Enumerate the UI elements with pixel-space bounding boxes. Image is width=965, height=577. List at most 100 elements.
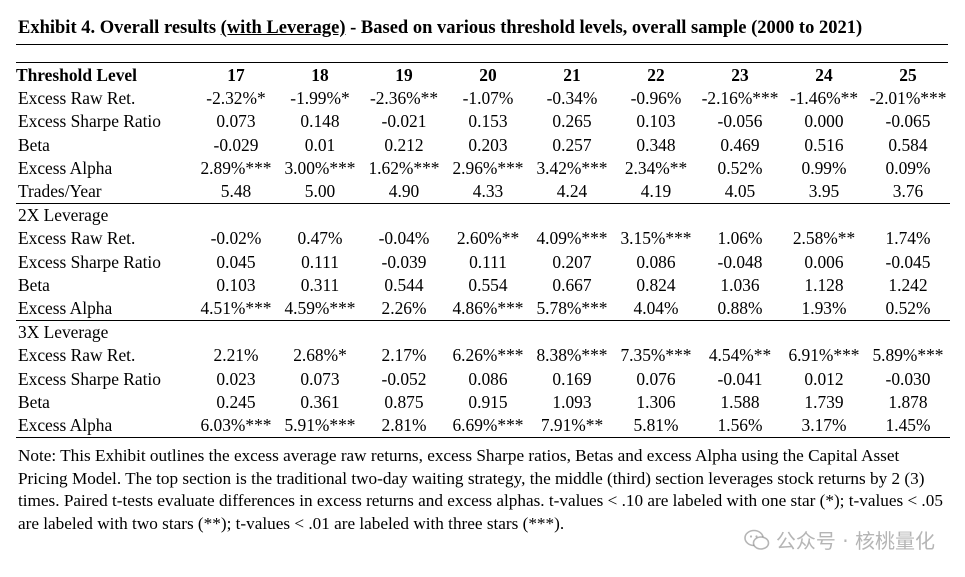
- table-cell: 2.26%: [381, 298, 427, 319]
- table-cell: 4.05: [724, 181, 756, 202]
- threshold-22: 22: [647, 65, 665, 85]
- table-row: Excess Alpha 4.51%*** 4.59%*** 2.26% 4.86%**…: [16, 297, 950, 321]
- table-cell: 2.68%*: [293, 345, 347, 366]
- table-cell: 0.88%: [717, 298, 763, 319]
- table-cell: 6.69%***: [446, 414, 530, 439]
- table-cell: 1.45%: [866, 414, 950, 439]
- threshold-19: 19: [395, 65, 413, 85]
- table-cell: 5.00: [304, 181, 336, 202]
- title-part-2: (with Leverage): [220, 18, 346, 38]
- threshold-18: 18: [311, 65, 329, 85]
- table-cell: 0.47%: [297, 228, 343, 249]
- threshold-25: 25: [899, 65, 917, 85]
- section-title: 2X Leverage: [16, 203, 950, 228]
- table-cell: -0.34%: [546, 88, 598, 109]
- table-cell: 1.06%: [717, 228, 763, 249]
- table-body: Excess Raw Ret. -2.32%* -1.99%* -2.36%** -1.…: [16, 87, 950, 439]
- exhibit-title: Exhibit 4. Overall results (with Leverag…: [18, 18, 862, 39]
- table-cell: 1.242: [888, 274, 928, 295]
- table-cell: 4.24: [556, 181, 588, 202]
- table-cell: 4.86%***: [452, 298, 524, 319]
- table-cell: 1.74%: [885, 228, 931, 249]
- table-row: Excess Raw Ret. -0.02% 0.47% -0.04% 2.60%** 4…: [16, 227, 950, 250]
- table-cell: 0.207: [552, 251, 592, 272]
- table-cell: 3.76: [892, 181, 924, 202]
- threshold-level-header: Threshold Level: [16, 65, 137, 85]
- table-cell: 0.006: [804, 251, 844, 272]
- table-cell: 3.95: [808, 181, 840, 202]
- table-cell: 0.073: [300, 368, 340, 389]
- table-cell: 0.257: [552, 134, 592, 155]
- results-table: Threshold Level 17 18 19 20 21 22 23 24 …: [16, 64, 950, 439]
- table-cell: 0.99%: [801, 157, 847, 178]
- row-label: Excess Alpha: [16, 414, 194, 439]
- row-label: Excess Raw Ret.: [18, 345, 136, 366]
- table-cell: 0.09%: [885, 157, 931, 178]
- row-label: Excess Raw Ret.: [18, 88, 136, 109]
- table-cell: 1.588: [720, 391, 760, 412]
- row-label: Excess Raw Ret.: [18, 228, 136, 249]
- table-cell: 0.469: [720, 134, 760, 155]
- table-cell: 4.19: [640, 181, 672, 202]
- table-cell: 0.023: [216, 368, 256, 389]
- table-cell: 5.81%: [614, 414, 698, 439]
- watermark-text: 公众号 · 核桃量化: [775, 529, 935, 553]
- table-cell: -0.048: [717, 251, 763, 272]
- table-cell: 1.56%: [698, 414, 782, 439]
- table-cell: 2.89%***: [200, 157, 272, 178]
- table-cell: 0.111: [301, 251, 339, 272]
- table-cell: 4.90: [388, 181, 420, 202]
- threshold-20: 20: [479, 65, 497, 85]
- table-cell: 5.91%***: [278, 414, 362, 439]
- table-cell: 0.111: [469, 251, 507, 272]
- table-cell: 2.96%***: [452, 157, 524, 178]
- table-cell: 0.012: [804, 368, 844, 389]
- table-cell: -2.36%**: [369, 88, 439, 109]
- table-cell: 2.60%**: [456, 228, 520, 249]
- table-cell: 1.62%***: [368, 157, 440, 178]
- wechat-icon: [744, 529, 770, 550]
- row-label: Beta: [18, 134, 50, 155]
- table-cell: 0.52%: [885, 298, 931, 319]
- table-cell: 5.48: [220, 181, 252, 202]
- table-cell: 0.073: [216, 111, 256, 132]
- table-cell: 0.516: [804, 134, 844, 155]
- table-cell: 1.93%: [801, 298, 847, 319]
- table-cell: 1.739: [804, 391, 844, 412]
- table-cell: 0.086: [468, 368, 508, 389]
- table-cell: 0.000: [804, 111, 844, 132]
- table-cell: 0.203: [468, 134, 508, 155]
- table-cell: 2.21%: [213, 345, 259, 366]
- table-cell: -0.056: [717, 111, 763, 132]
- table-top-rule: [16, 62, 948, 63]
- section-title-row: 3X Leverage: [16, 320, 950, 345]
- table-cell: -1.07%: [462, 88, 514, 109]
- table-cell: 0.554: [468, 274, 508, 295]
- table-cell: 3.00%***: [284, 157, 356, 178]
- table-cell: 1.093: [552, 391, 592, 412]
- table-cell: -2.32%*: [206, 88, 266, 109]
- table-row: Excess Alpha 2.89%*** 3.00%*** 1.62%*** 2.96…: [16, 157, 950, 180]
- threshold-23: 23: [731, 65, 749, 85]
- table-row: Excess Alpha 6.03%*** 5.91%*** 2.81% 6.69%**…: [16, 414, 950, 439]
- table-cell: 0.348: [636, 134, 676, 155]
- table-cell: 3.17%: [782, 414, 866, 439]
- table-cell: 0.667: [552, 274, 592, 295]
- table-cell: -0.029: [213, 134, 259, 155]
- table-cell: 4.54%**: [708, 345, 772, 366]
- table-cell: 4.33: [472, 181, 504, 202]
- title-part-3: - Based on various threshold levels, ove…: [345, 18, 863, 38]
- table-row: Trades/Year 5.48 5.00 4.90 4.33 4.24 4.19 4.05 3…: [16, 180, 950, 204]
- row-label: Trades/Year: [18, 181, 102, 202]
- table-cell: 2.58%**: [792, 228, 856, 249]
- table-cell: -1.46%**: [789, 88, 859, 109]
- table-cell: -0.04%: [378, 228, 430, 249]
- table-cell: 0.01: [304, 134, 336, 155]
- table-cell: -0.02%: [210, 228, 262, 249]
- table-cell: -0.96%: [630, 88, 682, 109]
- table-cell: 0.52%: [717, 157, 763, 178]
- table-cell: 1.128: [804, 274, 844, 295]
- table-row: Excess Sharpe Ratio 0.023 0.073 -0.052 0.086…: [16, 368, 950, 391]
- table-cell: 0.544: [384, 274, 424, 295]
- threshold-17: 17: [227, 65, 245, 85]
